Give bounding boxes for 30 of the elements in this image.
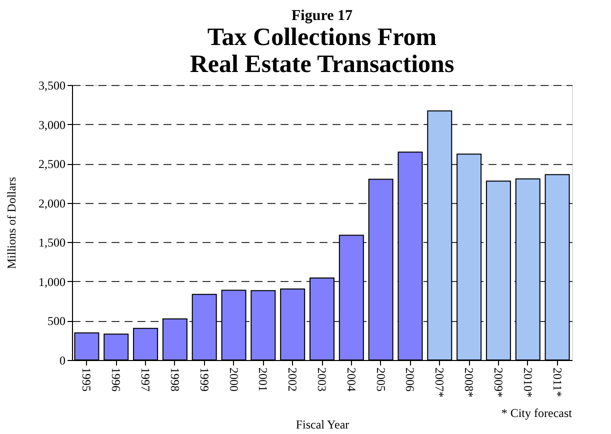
x-tick-label: 2008*: [462, 368, 476, 398]
y-tick-label: 2,500: [38, 157, 66, 172]
y-tick-label: 500: [48, 314, 66, 328]
y-axis-title: Millions of Dollars: [4, 176, 18, 269]
x-tick-label: 2011*: [550, 368, 564, 398]
x-tick-label: 2009*: [491, 368, 506, 398]
y-tick-label: 1,000: [38, 274, 66, 289]
x-tick-label: 1998: [168, 368, 182, 392]
x-tick-label: 2006: [403, 368, 418, 392]
x-tick-label: 2010*: [520, 368, 535, 398]
x-tick-label: 1999: [197, 368, 212, 392]
x-tick-label: 1997: [138, 368, 153, 392]
y-tick-label: 0: [60, 354, 66, 368]
x-tick-label: 2004: [344, 368, 358, 392]
x-tick-label: 1995: [80, 368, 94, 392]
y-tick-label: 3,000: [38, 118, 66, 132]
x-tick-label: 2005: [374, 368, 388, 392]
x-tick-label: 2002: [286, 368, 300, 392]
x-tick-label: 1996: [109, 368, 124, 392]
chart-subtitle: Tax Collections From Real Estate Transactions: [190, 24, 454, 78]
y-tick-label: 2,000: [38, 196, 66, 210]
chart-title: Figure 17: [292, 8, 353, 24]
text: * City forecast: [501, 406, 573, 420]
x-axis-title: Fiscal Year: [296, 418, 350, 432]
x-tick-label: 2007*: [432, 368, 447, 398]
x-tick-label: 2003: [315, 368, 329, 392]
y-tick-label: 1,500: [38, 236, 66, 250]
x-tick-label: 2001: [256, 368, 270, 392]
y-tick-label: 3,500: [38, 78, 66, 92]
x-tick-label: 2000: [226, 368, 241, 392]
